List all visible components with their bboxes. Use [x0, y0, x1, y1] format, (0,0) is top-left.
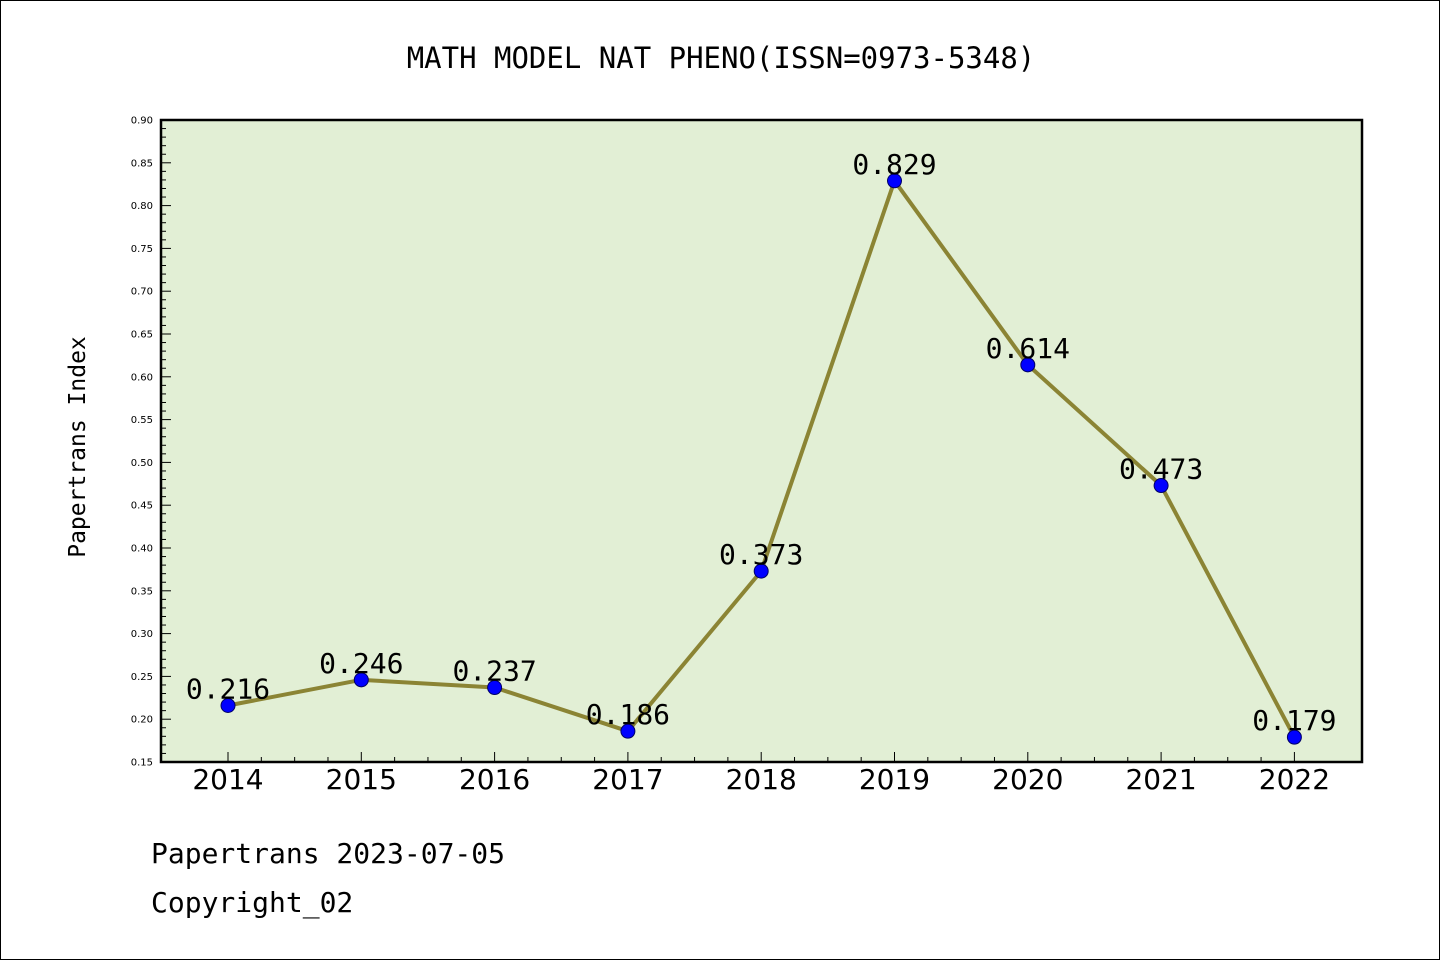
data-label: 0.186	[586, 698, 670, 731]
data-point-marker	[353, 672, 369, 688]
y-tick-label: 0.45	[131, 501, 153, 512]
data-point-marker	[220, 698, 236, 714]
data-point-marker	[887, 173, 902, 189]
x-tick-label: 2017	[592, 763, 663, 796]
data-point-marker	[620, 723, 636, 739]
data-point-marker	[1020, 357, 1036, 373]
y-axis-label: Papertrans Index	[65, 336, 91, 558]
data-label: 0.373	[719, 538, 803, 571]
data-point-marker	[1153, 478, 1169, 494]
data-label: 0.614	[986, 332, 1070, 365]
data-label: 0.246	[319, 647, 403, 680]
x-tick-label: 2022	[1259, 763, 1330, 796]
data-label: 0.473	[1119, 453, 1203, 486]
data-point-marker	[1286, 729, 1302, 745]
y-tick-label: 0.50	[131, 458, 153, 469]
y-tick-label: 0.35	[131, 586, 153, 597]
y-tick-label: 0.90	[131, 116, 153, 127]
x-tick-label: 2019	[859, 763, 930, 796]
data-point-marker	[487, 680, 503, 696]
y-tick-label: 0.65	[131, 330, 153, 341]
y-tick-label: 0.25	[131, 672, 153, 683]
x-axis: 2014 2015 2016 2017 2018 2019 2020 2021 2022	[192, 752, 1330, 796]
data-labels: 0.216 0.246 0.237 0.186 0.373 0.829 0.614 0.473…	[186, 148, 1337, 737]
data-label: 0.829	[852, 148, 936, 181]
y-tick-label: 0.15	[131, 758, 153, 769]
y-tick-label: 0.30	[131, 629, 153, 640]
y-tick-label: 0.80	[131, 201, 153, 212]
y-tick-label: 0.55	[131, 415, 153, 426]
plot-area	[159, 118, 1364, 764]
y-tick-label: 0.60	[131, 372, 153, 383]
x-tick-label: 2014	[192, 763, 263, 796]
data-point-marker	[753, 563, 769, 579]
series-layer	[220, 173, 1302, 745]
y-axis: 0.15 0.20 0.25 0.30 0.35 0.40 0.45 0.50 0.55 0.60…	[131, 116, 171, 769]
y-tick-label: 0.75	[131, 244, 153, 255]
y-tick-label: 0.85	[131, 158, 153, 169]
y-tick-label: 0.70	[131, 287, 153, 298]
x-tick-label: 2018	[726, 763, 797, 796]
x-tick-label: 2015	[326, 763, 397, 796]
y-tick-label: 0.20	[131, 715, 153, 726]
y-tick-label: 0.40	[131, 544, 153, 555]
chart-title: MATH MODEL NAT PHENO(ISSN=0973-5348)	[407, 41, 1036, 75]
x-tick-label: 2016	[459, 763, 530, 796]
x-tick-label: 2020	[992, 763, 1063, 796]
data-label: 0.216	[186, 673, 270, 706]
footer-date-text: Papertrans 2023-07-05	[151, 837, 506, 870]
footer-copyright-text: Copyright_02	[151, 886, 354, 919]
data-label: 0.179	[1252, 704, 1336, 737]
data-label: 0.237	[452, 655, 536, 688]
x-tick-label: 2021	[1125, 763, 1196, 796]
